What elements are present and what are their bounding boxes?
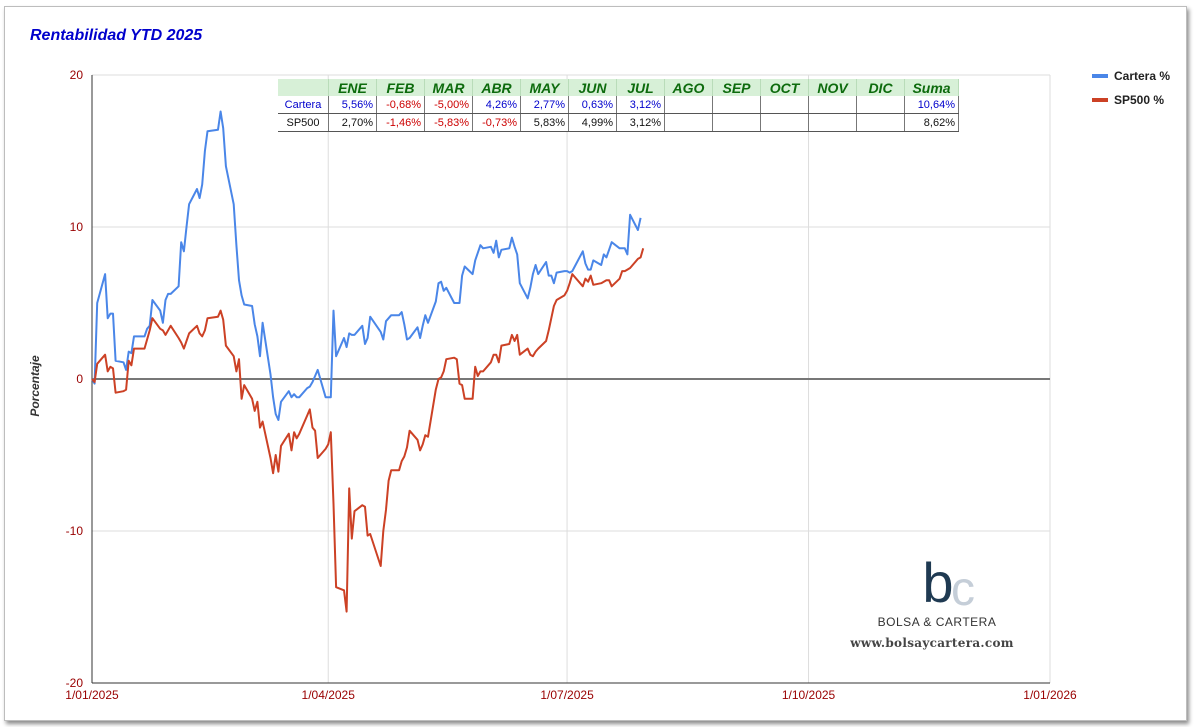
x-tick-label: 1/01/2025	[65, 688, 119, 702]
table-cell	[712, 113, 761, 132]
table-cell: 0,63%	[568, 96, 617, 114]
table-cell	[760, 113, 809, 132]
table-cell: -1,46%	[376, 113, 425, 132]
y-tick-label: -10	[66, 524, 84, 538]
x-tick-label: 1/01/2026	[1023, 688, 1077, 702]
table-cell: -5,00%	[424, 96, 473, 114]
table-header-row: ENE FEB MAR ABR MAY JUN JUL AGO SEP OCT …	[278, 79, 959, 96]
legend-label: SP500 %	[1114, 93, 1164, 107]
table-cell: 8,62%	[904, 113, 959, 132]
table-header-cell: SEP	[712, 79, 761, 96]
table-cell: 10,64%	[904, 96, 959, 114]
logo-name: BOLSA & CARTERA	[878, 615, 997, 629]
table-cell: -5,83%	[424, 113, 473, 132]
logo-c-glyph: c	[951, 563, 975, 616]
x-tick-label: 1/04/2025	[302, 688, 356, 702]
legend-swatch	[1092, 74, 1108, 78]
table-cell: 5,83%	[520, 113, 569, 132]
site-logo: b c BOLSA & CARTERA www.bolsaycartera.co…	[849, 551, 1014, 650]
table-cell: 4,99%	[568, 113, 617, 132]
table-cell: 3,12%	[616, 113, 665, 132]
table-row-cartera: Cartera 5,56% -0,68% -5,00% 4,26% 2,77% …	[278, 96, 959, 114]
x-tick-label: 1/10/2025	[782, 688, 836, 702]
table-header-cell: DIC	[856, 79, 905, 96]
table-row-label: SP500	[278, 113, 329, 132]
table-cell: 5,56%	[328, 96, 377, 114]
table-header-cell: Suma	[904, 79, 959, 96]
table-header-cell: NOV	[808, 79, 857, 96]
logo-url: www.bolsaycartera.com	[849, 636, 1014, 650]
table-cell: 2,70%	[328, 113, 377, 132]
series-line-cartera	[91, 110, 642, 421]
y-tick-label: -20	[66, 676, 84, 690]
legend-swatch	[1092, 98, 1108, 102]
table-cell: 2,77%	[520, 96, 569, 114]
table-header-cell: FEB	[376, 79, 425, 96]
y-tick-label: 20	[70, 68, 84, 82]
table-cell	[712, 96, 761, 114]
table-cell	[664, 113, 713, 132]
table-header-cell: JUN	[568, 79, 617, 96]
chart-title: Rentabilidad YTD 2025	[30, 27, 203, 44]
table-cell	[664, 96, 713, 114]
y-tick-label: 10	[70, 220, 84, 234]
table-cell	[808, 96, 857, 114]
table-row-label: Cartera	[278, 96, 329, 114]
y-tick-label: 0	[76, 372, 83, 386]
table-cell: -0,68%	[376, 96, 425, 114]
axes	[91, 75, 1050, 684]
table-header-cell: ENE	[328, 79, 377, 96]
y-tick-labels: 20 10 0 -10 -20	[66, 68, 84, 690]
legend-label: Cartera %	[1114, 69, 1170, 83]
monthly-returns-table: ENE FEB MAR ABR MAY JUN JUL AGO SEP OCT …	[278, 79, 959, 132]
table-header-cell: JUL	[616, 79, 665, 96]
table-cell: 3,12%	[616, 96, 665, 114]
table-cell	[856, 113, 905, 132]
table-header-cell: OCT	[760, 79, 809, 96]
series-lines	[91, 110, 645, 613]
y-axis-label: Porcentaje	[28, 355, 42, 417]
table-cell	[808, 113, 857, 132]
table-header-cell: MAR	[424, 79, 473, 96]
table-header-cell: AGO	[664, 79, 713, 96]
table-header-cell: MAY	[520, 79, 569, 96]
x-tick-labels: 1/01/2025 1/04/2025 1/07/2025 1/10/2025 1/01…	[65, 688, 1077, 702]
logo-b-glyph: b	[922, 551, 953, 614]
series-line-sp500	[91, 248, 645, 613]
x-tick-label: 1/07/2025	[540, 688, 594, 702]
table-cell: -0,73%	[472, 113, 521, 132]
table-corner-cell	[278, 79, 329, 96]
legend: Cartera % SP500 %	[1092, 69, 1170, 107]
table-cell	[856, 96, 905, 114]
table-header-cell: ABR	[472, 79, 521, 96]
table-cell	[760, 96, 809, 114]
table-row-sp500: SP500 2,70% -1,46% -5,83% -0,73% 5,83% 4…	[278, 113, 959, 132]
table-cell: 4,26%	[472, 96, 521, 114]
